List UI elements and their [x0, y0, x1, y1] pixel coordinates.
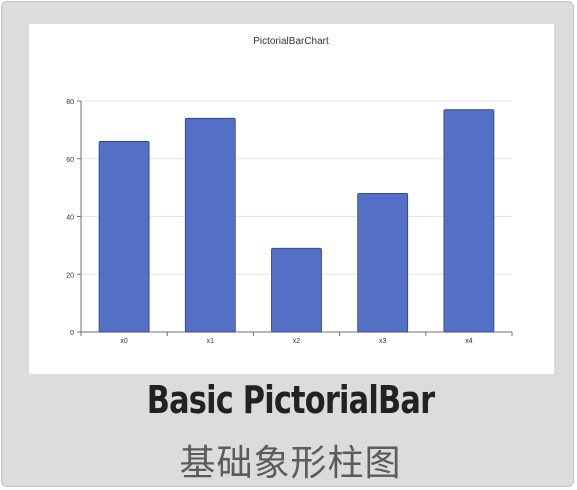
y-tick-label: 20 — [66, 272, 74, 279]
tick-labels: 0 20 40 60 80 x0 x1 x2 x3 x4 — [66, 99, 472, 345]
y-tick-label: 80 — [66, 99, 74, 106]
bar-x2 — [271, 247, 322, 333]
chart-title: PictorialBarChart — [253, 36, 329, 47]
caption-title: Basic PictorialBar — [146, 378, 435, 422]
bars — [98, 109, 495, 333]
y-tick-label: 40 — [66, 215, 74, 222]
bar-chart: PictorialBarChart 0 20 40 60 80 x0 x1 x2 x3 x4 — [66, 36, 513, 345]
bar-x1 — [184, 117, 236, 333]
x-tick-label: x1 — [207, 338, 215, 345]
x-tick-label: x4 — [465, 338, 473, 345]
bar-x4 — [443, 109, 495, 333]
bar-x3 — [357, 192, 409, 333]
y-tick-label: 60 — [66, 157, 74, 164]
caption-subtitle: 基础象形柱图 — [179, 443, 402, 484]
y-tick-label: 0 — [70, 330, 74, 337]
bar-x0 — [98, 141, 150, 333]
x-tick-label: x0 — [120, 338, 128, 345]
x-tick-label: x2 — [293, 338, 301, 345]
chart-panel: PictorialBarChart 0 20 40 60 80 x0 x1 x2 x3 x4 — [29, 24, 554, 374]
x-tick-label: x3 — [379, 338, 387, 345]
